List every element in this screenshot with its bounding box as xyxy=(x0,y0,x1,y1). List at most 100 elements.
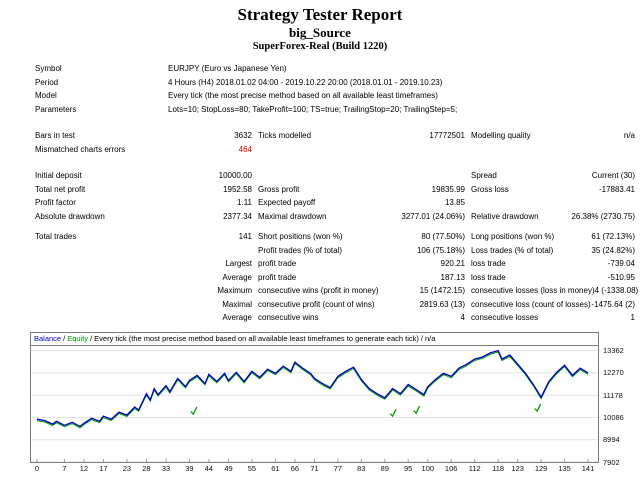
report-value: 3632 xyxy=(234,131,252,140)
report-value: 26.38% (2730.75) xyxy=(571,211,635,221)
x-axis-label: 123 xyxy=(511,463,524,473)
model-caption: Every tick (the most precise method base… xyxy=(94,333,419,343)
report-value: Maximum xyxy=(217,286,252,295)
separator: / xyxy=(90,333,93,343)
report-label: Spread xyxy=(471,171,497,180)
report-pair: Gross loss -17883.41 xyxy=(465,183,635,197)
report-value: -510.95 xyxy=(607,272,635,282)
report-value: 920.21 xyxy=(440,259,465,268)
x-axis-label: 129 xyxy=(534,463,548,473)
report-pair: Profit trades (% of total) 106 (75.18%) xyxy=(252,244,465,258)
page-title: Strategy Tester Report xyxy=(237,5,403,24)
report-row: Profit factor 1.11 Expected payoff 13.85 xyxy=(0,196,640,210)
report-pair: loss trade -510.95 xyxy=(465,271,635,285)
report-value: 141 xyxy=(238,232,252,241)
report-row: Period 4 Hours (H4) 2018.01.02 04:00 - 20… xyxy=(0,76,640,90)
report-label: Short positions (won %) xyxy=(258,232,343,241)
y-axis-label: 11178 xyxy=(603,390,623,400)
equity-legend-label: Equity xyxy=(67,333,89,343)
report-pair: Short positions (won %) 80 (77.50%) xyxy=(252,230,465,244)
report-pair: Ticks modelled 17772501 xyxy=(252,129,465,143)
report-pair: Expected payoff 13.85 xyxy=(252,196,465,210)
report-label: Ticks modelled xyxy=(258,131,312,140)
report-row: Absolute drawdown 2377.34 Maximal drawdown… xyxy=(0,210,640,224)
equity-line xyxy=(36,350,589,428)
report-value: Current (30) xyxy=(591,171,635,180)
x-axis-label: 33 xyxy=(161,463,171,473)
report-pair: Modelling quality n/a xyxy=(465,129,635,143)
report-pair: Long positions (won %) 61 (72.13%) xyxy=(465,230,635,244)
report-pair: consecutive wins 4 xyxy=(252,311,465,325)
report-pair: consecutive profit (count of wins) 2819.6… xyxy=(252,298,465,312)
report-label: Profit factor xyxy=(35,198,76,207)
report-pair: Relative drawdown 26.38% (2730.75) xyxy=(465,210,635,224)
report-label: Absolute drawdown xyxy=(35,211,105,221)
report-value: EURJPY (Euro vs Japanese Yen) xyxy=(168,64,287,73)
report-value: 2819.63 (13) xyxy=(419,299,465,309)
report-label: Gross loss xyxy=(471,184,509,194)
report-label: consecutive wins (profit in money) xyxy=(258,286,379,295)
expert-name-subtitle: big_Source xyxy=(289,25,351,40)
server-subtitle: SuperForex-Real (Build 1220) xyxy=(252,41,388,52)
equity-dip-marker xyxy=(190,406,198,415)
x-axis-label: 141 xyxy=(581,463,595,473)
report-row: Mismatched charts errors 464 xyxy=(0,143,640,157)
x-axis-label: 7 xyxy=(62,463,67,473)
report-label xyxy=(35,311,168,325)
report-label xyxy=(35,271,168,285)
report-row: Symbol EURJPY (Euro vs Japanese Yen) xyxy=(0,62,640,76)
report-pair: Loss trades (% of total) 35 (24.82%) xyxy=(465,244,635,258)
report-value: 2377.34 xyxy=(223,211,252,221)
report-label: Gross profit xyxy=(258,184,300,194)
report-row: Bars in test 3632 Ticks modelled 17772501 Mo… xyxy=(0,129,640,143)
report-pair: consecutive loss (count of losses) -1475.… xyxy=(465,298,635,312)
report-label: Total net profit xyxy=(35,184,86,194)
x-axis-label: 49 xyxy=(224,463,233,473)
report-value: 464 xyxy=(238,144,252,154)
x-axis-label: 66 xyxy=(290,463,300,473)
x-axis-label: 61 xyxy=(271,463,280,473)
x-axis-label: 23 xyxy=(122,463,132,473)
report-value: Every tick (the most precise method base… xyxy=(168,91,438,100)
report-label: Relative drawdown xyxy=(471,211,539,221)
separator: / xyxy=(63,333,66,343)
x-axis-label: 28 xyxy=(142,463,151,473)
y-axis-label: 8994 xyxy=(603,435,620,445)
report-pair xyxy=(252,143,465,157)
report-value: 35 (24.82%) xyxy=(591,245,635,255)
report-label: Profit trades (% of total) xyxy=(258,245,343,255)
report-value: 1 xyxy=(630,313,635,322)
equity-dip-marker xyxy=(413,405,421,414)
report-pair: consecutive wins (profit in money) 15 (14… xyxy=(252,284,465,298)
report-label: Initial deposit xyxy=(35,171,82,180)
report-value: 4 Hours (H4) 2018.01.02 04:00 - 2019.10.… xyxy=(168,77,443,87)
report-pair: Maximal drawdown 3277.01 (24.06%) xyxy=(252,210,465,224)
report-value: 1952.58 xyxy=(223,184,252,194)
report-value: 1.11 xyxy=(237,198,252,207)
report-label: Long positions (won %) xyxy=(471,232,555,241)
x-axis-label: 44 xyxy=(204,463,214,473)
report-label: Loss trades (% of total) xyxy=(471,245,554,255)
report-value: 4 xyxy=(460,313,465,322)
report-row: Average profit trade 187.13 loss trade -510.… xyxy=(0,271,640,285)
report-pair xyxy=(465,196,635,210)
table-spacer xyxy=(0,223,640,230)
report-value: 80 (77.50%) xyxy=(421,232,465,241)
report-label: profit trade xyxy=(258,259,297,268)
report-value: 3277.01 (24.06%) xyxy=(401,211,465,221)
balance-line xyxy=(36,349,589,427)
report-label: Parameters xyxy=(35,104,77,114)
x-axis-labels: 0 7 12 17 23 28 33 39 44 49 55 61 66 71 77 83 89 95 100 106… xyxy=(30,463,599,474)
report-value: -739.04 xyxy=(607,259,635,268)
y-axis-label: 10086 xyxy=(603,413,624,422)
report-value: 61 (72.13%) xyxy=(591,232,635,241)
report-value: -17883.41 xyxy=(598,184,635,194)
quality-caption: n/a xyxy=(425,333,436,343)
report-label: Total trades xyxy=(35,232,77,241)
report-label: loss trade xyxy=(471,259,506,268)
report-pair: Spread Current (30) xyxy=(465,169,635,183)
report-pair: profit trade 187.13 xyxy=(252,271,465,285)
y-axis-labels: 13362 12270 11178 10086 8994 7902 xyxy=(603,346,637,466)
report-pair: loss trade -739.04 xyxy=(465,257,635,271)
